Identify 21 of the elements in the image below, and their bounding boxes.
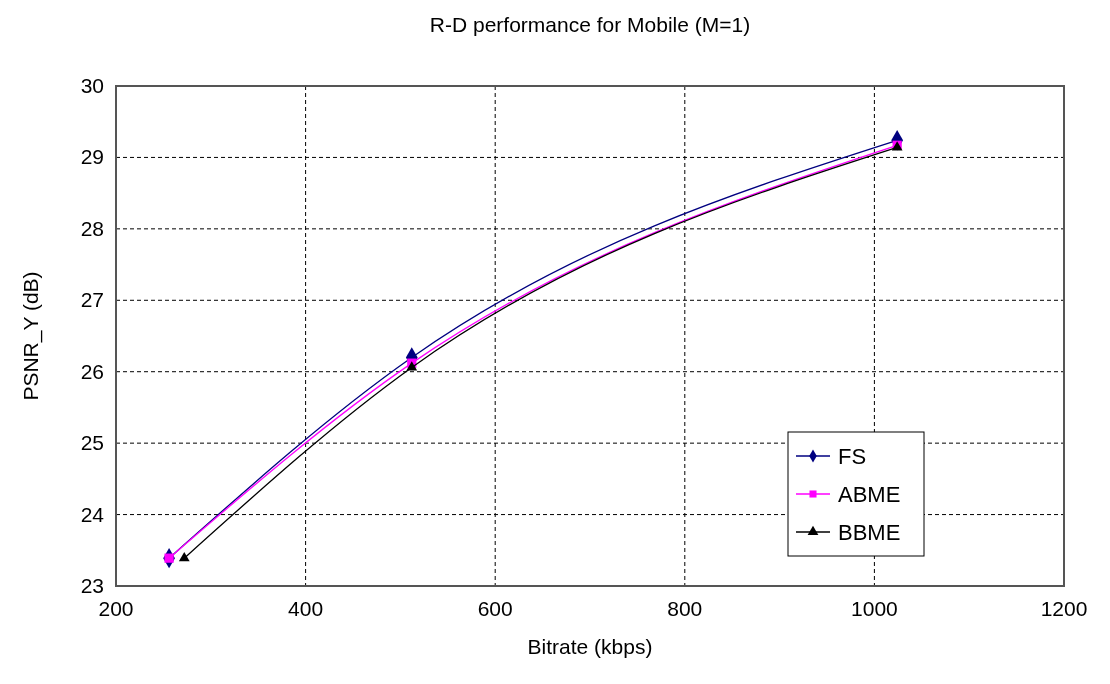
chart-title: R-D performance for Mobile (M=1) xyxy=(429,13,751,36)
y-tick-label: 27 xyxy=(80,288,104,312)
x-tick-label: 600 xyxy=(477,597,513,620)
x-tick-label: 1000 xyxy=(851,597,898,620)
x-axis-title: Bitrate (kbps) xyxy=(527,635,653,658)
legend-label: ABME xyxy=(838,482,901,507)
y-tick-label: 24 xyxy=(80,502,105,526)
y-tick-label: 23 xyxy=(80,574,104,597)
x-tick-label: 1200 xyxy=(1040,597,1088,620)
y-tick-label: 29 xyxy=(80,145,104,169)
x-tick-label: 400 xyxy=(288,597,324,620)
legend-label: FS xyxy=(838,444,867,469)
x-tick-label: 200 xyxy=(98,597,134,620)
y-tick-label: 30 xyxy=(80,74,104,97)
y-tick-label: 28 xyxy=(80,216,104,240)
point xyxy=(178,551,190,562)
y-axis-title: PSNR_Y (dB) xyxy=(19,271,43,401)
legend-label: BBME xyxy=(838,520,901,545)
y-tick-label: 25 xyxy=(80,431,104,455)
y-tick-label: 26 xyxy=(80,359,104,383)
x-tick-label: 800 xyxy=(667,597,703,620)
